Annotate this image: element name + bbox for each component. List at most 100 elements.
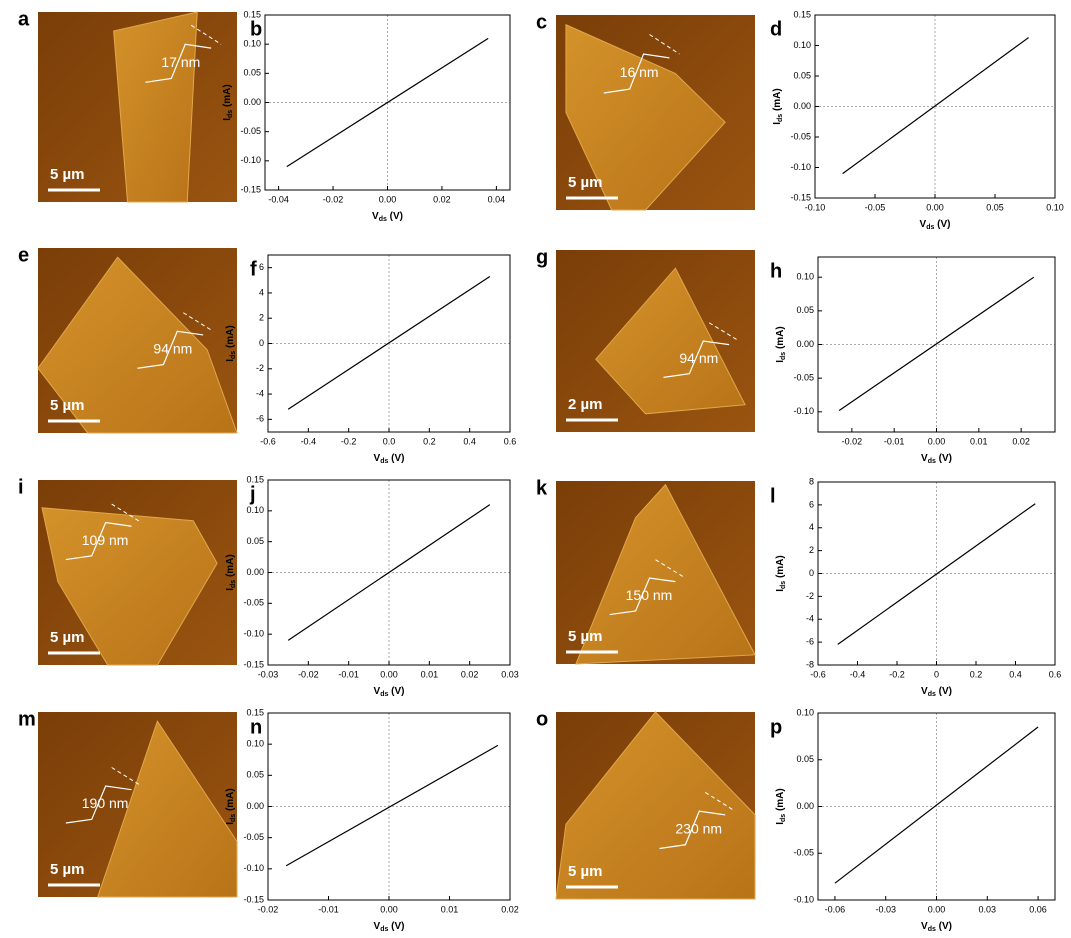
x-label-unit: (V) bbox=[388, 921, 404, 932]
y-label-unit: (mA) bbox=[225, 788, 236, 814]
thickness-label: 190 nm bbox=[82, 795, 129, 811]
y-tick-label: 0 bbox=[809, 568, 814, 578]
flake bbox=[565, 23, 726, 211]
y-tick-label: 0.00 bbox=[246, 801, 264, 811]
scale-bar-label: 2 µm bbox=[568, 396, 603, 413]
y-label-symbol: I bbox=[225, 359, 236, 362]
iv-curve bbox=[285, 744, 499, 867]
x-tick-label: 0.02 bbox=[501, 904, 519, 914]
x-tick-label: 0.00 bbox=[928, 904, 946, 914]
y-tick-label: -0.10 bbox=[243, 629, 264, 639]
y-label-symbol: I bbox=[775, 822, 786, 825]
y-tick-label: -4 bbox=[806, 614, 814, 624]
profile-path bbox=[190, 24, 222, 45]
y-tick-label: 0.00 bbox=[243, 97, 261, 107]
y-label-unit: (mA) bbox=[222, 84, 233, 110]
x-label-symbol: V bbox=[374, 686, 381, 697]
x-tick-label: 0.4 bbox=[1009, 669, 1022, 679]
y-label-subscript: ds bbox=[780, 581, 787, 589]
panel-label: o bbox=[536, 708, 548, 730]
x-axis-label: Vds (V) bbox=[374, 686, 405, 699]
x-tick-label: 0.01 bbox=[441, 904, 459, 914]
x-tick-label: -0.4 bbox=[301, 436, 317, 446]
y-tick-label: -4 bbox=[256, 388, 264, 398]
scale-bar-label: 5 µm bbox=[568, 628, 603, 645]
x-tick-label: 0.01 bbox=[421, 669, 439, 679]
y-tick-label: 0.05 bbox=[796, 305, 814, 315]
y-tick-label: -0.05 bbox=[793, 373, 814, 383]
x-label-subscript: ds bbox=[928, 926, 936, 933]
y-tick-label: 0.10 bbox=[246, 505, 264, 515]
x-tick-label: 0.0 bbox=[383, 436, 396, 446]
y-tick-label: -0.10 bbox=[793, 406, 814, 416]
y-label-unit: (mA) bbox=[225, 325, 236, 351]
y-tick-label: -2 bbox=[806, 591, 814, 601]
y-label-unit: (mA) bbox=[775, 555, 786, 581]
y-label-unit: (mA) bbox=[775, 326, 786, 352]
y-tick-label: -2 bbox=[256, 363, 264, 373]
flake bbox=[555, 711, 756, 900]
x-tick-label: 0.6 bbox=[504, 436, 517, 446]
y-label-subscript: ds bbox=[780, 352, 787, 360]
thickness-label: 230 nm bbox=[675, 821, 722, 837]
x-tick-label: 0.00 bbox=[379, 194, 397, 204]
y-tick-label: -6 bbox=[256, 414, 264, 424]
flake bbox=[113, 11, 198, 203]
profile-path bbox=[111, 767, 142, 787]
y-tick-label: 0.00 bbox=[793, 101, 811, 111]
height-profile bbox=[65, 785, 132, 824]
scale-bar-label: 5 µm bbox=[50, 629, 85, 646]
y-tick-label: 2 bbox=[259, 313, 264, 323]
y-label-symbol: I bbox=[775, 589, 786, 592]
panel-label: d bbox=[770, 18, 782, 40]
y-tick-label: 4 bbox=[809, 522, 814, 532]
iv-curve bbox=[834, 726, 1039, 884]
y-tick-label: 0.10 bbox=[796, 272, 814, 282]
y-tick-label: -0.10 bbox=[790, 162, 811, 172]
y-axis-label: Ids (mA) bbox=[225, 554, 238, 591]
x-tick-label: -0.10 bbox=[805, 202, 826, 212]
x-axis-label: Vds (V) bbox=[920, 219, 951, 232]
x-label-symbol: V bbox=[920, 219, 927, 230]
panel-label: h bbox=[770, 260, 782, 282]
y-tick-label: 0.05 bbox=[796, 754, 814, 764]
x-tick-label: -0.04 bbox=[268, 194, 289, 204]
x-tick-label: -0.6 bbox=[260, 436, 276, 446]
y-tick-label: 2 bbox=[809, 545, 814, 555]
x-axis-label: Vds (V) bbox=[374, 453, 405, 466]
scale-bar-label: 5 µm bbox=[568, 863, 603, 880]
panel-label: l bbox=[770, 485, 776, 507]
flake bbox=[41, 507, 218, 666]
x-tick-label: 0.10 bbox=[1046, 202, 1064, 212]
y-tick-label: 0.10 bbox=[796, 707, 814, 717]
y-label-symbol: I bbox=[222, 118, 233, 121]
profile-path bbox=[183, 312, 214, 332]
y-label-subscript: ds bbox=[780, 814, 787, 822]
x-tick-label: 0.00 bbox=[928, 436, 946, 446]
x-label-subscript: ds bbox=[928, 458, 936, 465]
x-tick-label: -0.01 bbox=[318, 904, 339, 914]
y-tick-label: -6 bbox=[806, 637, 814, 647]
x-label-subscript: ds bbox=[379, 216, 387, 223]
y-tick-label: -0.05 bbox=[243, 832, 264, 842]
y-label-subscript: ds bbox=[230, 814, 237, 822]
iv-curve bbox=[287, 275, 491, 410]
thickness-label: 150 nm bbox=[626, 587, 673, 603]
y-tick-label: 0.10 bbox=[793, 40, 811, 50]
x-label-symbol: V bbox=[921, 453, 928, 464]
thickness-label: 94 nm bbox=[679, 350, 718, 366]
y-tick-label: 6 bbox=[259, 262, 264, 272]
x-tick-label: 0.4 bbox=[463, 436, 476, 446]
x-label-unit: (V) bbox=[936, 921, 952, 932]
y-tick-label: 0.00 bbox=[796, 801, 814, 811]
x-axis-label: Vds (V) bbox=[921, 453, 952, 466]
x-tick-label: -0.02 bbox=[842, 436, 863, 446]
x-axis-label: Vds (V) bbox=[921, 686, 952, 699]
y-axis-label: Ids (mA) bbox=[775, 555, 788, 592]
iv-curve bbox=[287, 504, 491, 641]
x-label-unit: (V) bbox=[387, 211, 403, 222]
y-label-unit: (mA) bbox=[775, 788, 786, 814]
x-tick-label: -0.03 bbox=[258, 669, 279, 679]
y-tick-label: -0.15 bbox=[240, 184, 261, 194]
